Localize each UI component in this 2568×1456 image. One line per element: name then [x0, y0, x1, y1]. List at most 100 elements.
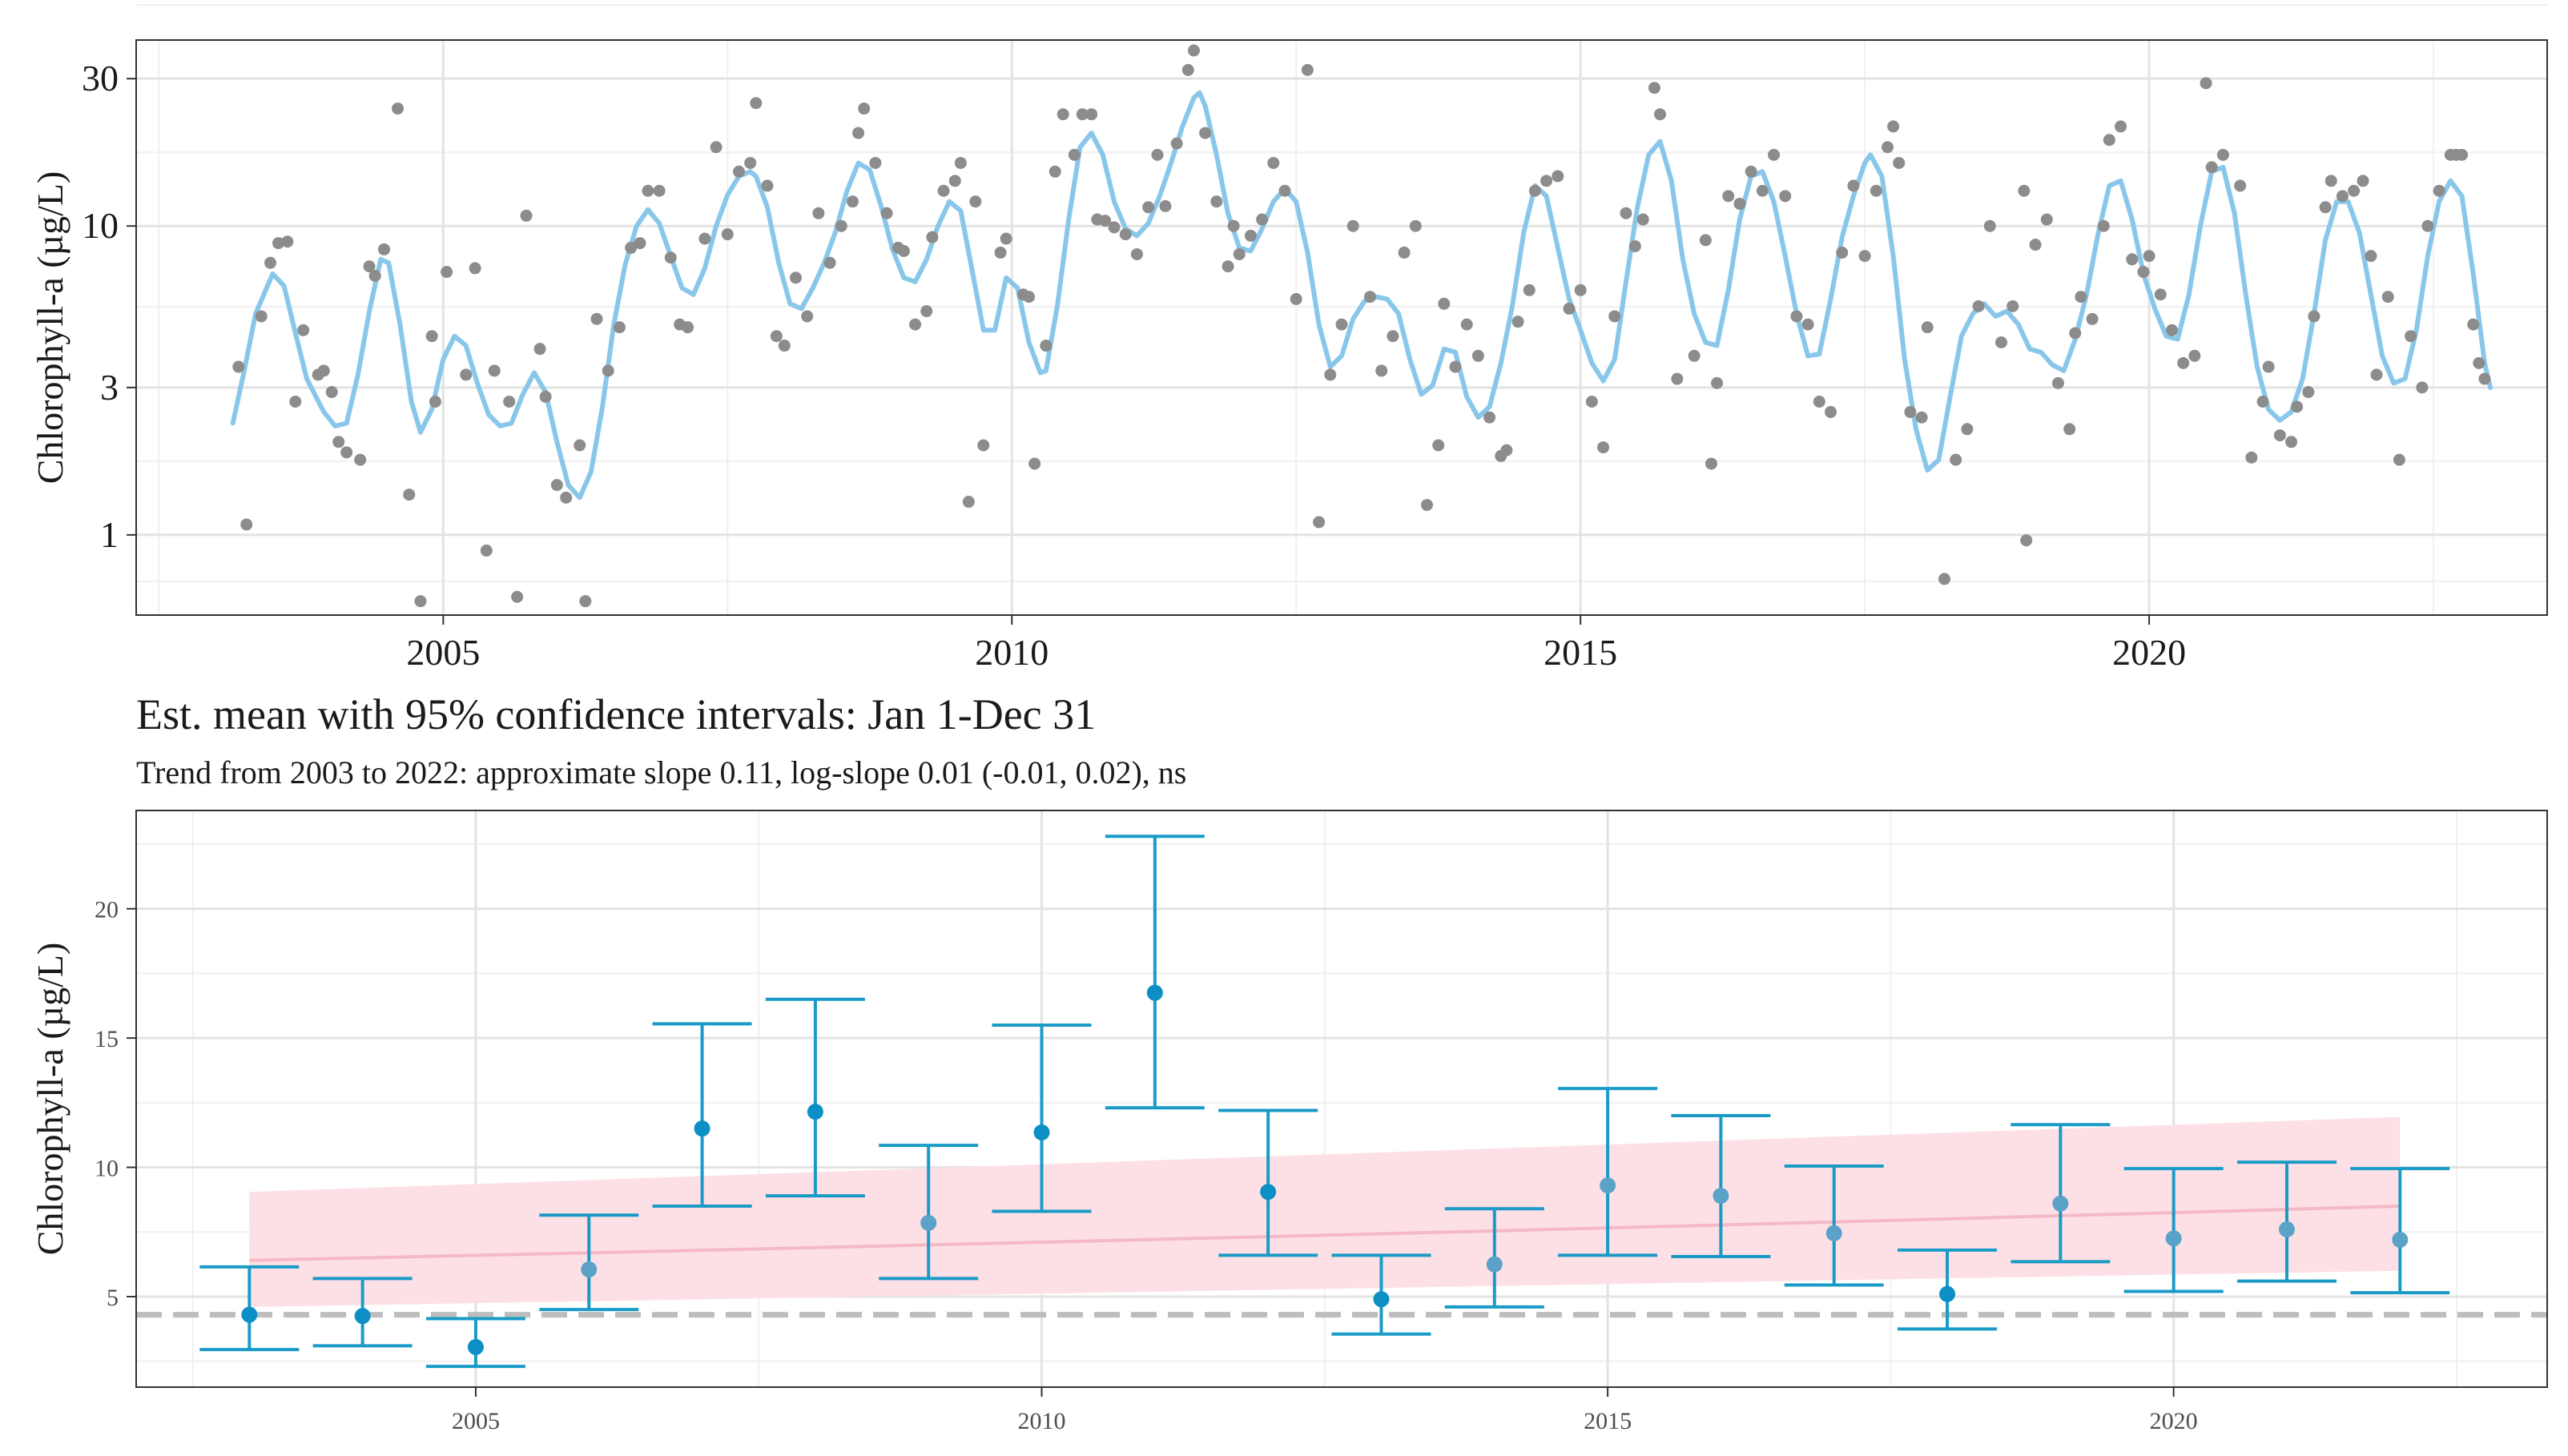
data-point: [789, 271, 802, 284]
data-point: [340, 446, 353, 459]
data-point: [1836, 246, 1849, 259]
data-point: [948, 175, 961, 187]
bottom-panel: 5 10 15 20 2005 2010 2015 2020 Chlorophyll-a (…: [30, 810, 2548, 1434]
data-point: [1870, 184, 1882, 197]
top-smooth-line-group: [230, 90, 2493, 501]
data-point: [2020, 534, 2033, 547]
data-point: [1471, 349, 1484, 362]
data-point: [1438, 297, 1451, 310]
data-point: [488, 364, 501, 377]
data-point: [2069, 327, 2082, 340]
data-point: [2393, 453, 2405, 466]
data-point: [590, 312, 603, 325]
data-point: [2336, 190, 2349, 203]
data-point: [1076, 108, 1089, 121]
data-point: [2154, 288, 2167, 301]
data-point: [880, 207, 893, 219]
data-point: [1893, 156, 1906, 169]
top-x-tick-label: 2015: [1544, 632, 1617, 673]
mean-point: [1146, 984, 1163, 1001]
data-point: [1049, 165, 1061, 178]
data-point: [255, 310, 268, 323]
data-point: [2245, 451, 2258, 464]
data-point: [2143, 250, 2155, 263]
mean-point: [1600, 1177, 1616, 1194]
data-point: [1301, 63, 1314, 76]
data-point: [1267, 156, 1280, 169]
data-point: [2051, 376, 2064, 389]
data-point: [469, 262, 481, 275]
data-point: [1620, 207, 1632, 219]
bottom-y-tick-label: 10: [95, 1156, 119, 1182]
data-point: [1699, 234, 1712, 247]
data-point: [1040, 340, 1053, 352]
data-point: [325, 386, 338, 399]
mean-point: [241, 1306, 258, 1323]
bottom-y-tick-label: 5: [107, 1285, 119, 1311]
data-point: [846, 195, 859, 208]
data-point: [1972, 300, 1985, 312]
data-point: [1460, 318, 1473, 331]
data-point: [1790, 310, 1803, 323]
mean-point: [920, 1214, 937, 1231]
data-point: [2234, 179, 2247, 192]
data-point: [2216, 148, 2229, 161]
data-point: [1654, 108, 1667, 121]
data-point: [1756, 184, 1769, 197]
data-point: [1648, 82, 1660, 95]
top-x-tick-label: 2010: [975, 632, 1049, 673]
data-point: [1363, 291, 1376, 304]
data-point: [920, 305, 933, 318]
trend-confidence-band: [249, 1116, 2401, 1307]
top-panel-border: [135, 39, 2548, 616]
data-point: [2137, 266, 2150, 279]
bottom-chart-subtitle: Trend from 2003 to 2022: approximate slo…: [136, 754, 1186, 790]
data-point: [2473, 356, 2485, 369]
data-point: [332, 436, 345, 448]
data-point: [2086, 312, 2099, 325]
data-point: [441, 266, 453, 279]
bottom-y-tick-label: 15: [95, 1026, 119, 1052]
mean-point: [1033, 1124, 1050, 1140]
data-point: [1057, 108, 1069, 121]
data-point: [1688, 349, 1701, 362]
top-x-tick-label: 2005: [406, 632, 480, 673]
data-point: [2200, 77, 2212, 90]
data-point: [2097, 219, 2110, 232]
data-point: [1847, 179, 1860, 192]
data-point: [1028, 457, 1041, 470]
data-point: [2063, 423, 2076, 436]
data-point: [2040, 213, 2053, 226]
data-point: [1950, 453, 1962, 466]
data-point: [801, 310, 814, 323]
mean-point: [2278, 1221, 2295, 1238]
data-point: [852, 127, 865, 139]
data-point: [1335, 318, 1348, 331]
data-point: [1449, 360, 1462, 373]
data-point: [560, 491, 573, 504]
trend-confidence-band-group: [249, 1116, 2401, 1307]
data-point: [1420, 498, 1433, 511]
data-point: [414, 595, 427, 608]
mean-point: [2165, 1230, 2182, 1247]
data-point: [1278, 184, 1291, 197]
data-point: [2029, 239, 2042, 251]
data-point: [602, 364, 614, 377]
data-point: [574, 439, 586, 452]
data-point: [2324, 175, 2337, 187]
data-point: [1705, 457, 1717, 470]
data-point: [761, 179, 774, 192]
mean-point: [581, 1261, 598, 1278]
top-y-tick-label: 1: [100, 514, 119, 555]
data-point: [1068, 148, 1081, 161]
data-point: [835, 219, 847, 232]
data-point: [2126, 253, 2139, 266]
data-point: [2456, 148, 2469, 161]
data-point: [1346, 219, 1359, 232]
data-point: [1636, 213, 1649, 226]
smooth-trend-line: [230, 90, 2493, 501]
top-x-tick-label: 2020: [2112, 632, 2186, 673]
data-point: [2405, 330, 2417, 343]
data-point: [1722, 190, 1735, 203]
